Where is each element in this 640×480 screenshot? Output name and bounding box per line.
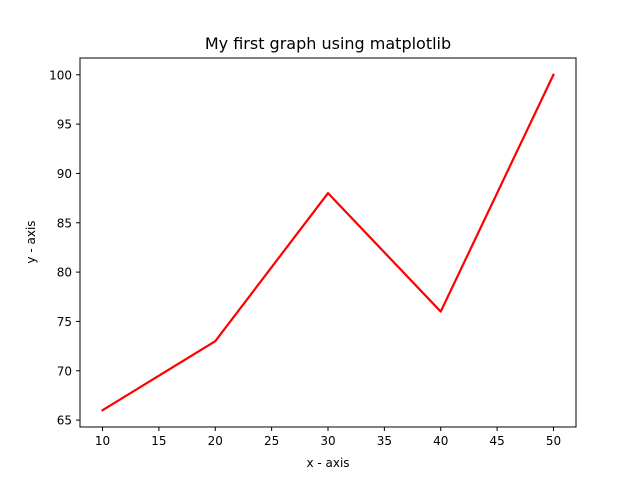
y-tick-label: 95 — [57, 118, 72, 132]
x-tick-label: 40 — [433, 434, 448, 448]
x-axis-label: x - axis — [306, 456, 349, 470]
x-tick-label: 15 — [151, 434, 166, 448]
y-axis-label: y - axis — [24, 220, 38, 263]
x-tick-label: 30 — [320, 434, 335, 448]
x-tick-label: 35 — [377, 434, 392, 448]
plot-area: 10 15 20 25 30 35 40 45 50 65 70 75 80 85 90 95 100 — [49, 57, 577, 448]
y-tick-label: 90 — [57, 167, 72, 181]
y-tick-label: 65 — [57, 414, 72, 428]
chart-title: My first graph using matplotlib — [205, 34, 451, 53]
x-tick-label: 10 — [95, 434, 110, 448]
y-tick-label: 75 — [57, 315, 72, 329]
x-tick-label: 45 — [489, 434, 504, 448]
x-tick-label: 20 — [208, 434, 223, 448]
x-tick-label: 25 — [264, 434, 279, 448]
y-tick-label: 85 — [57, 216, 72, 230]
x-tick-label: 50 — [546, 434, 561, 448]
y-tick-label: 100 — [49, 68, 72, 82]
y-tick-label: 70 — [57, 364, 72, 378]
series-line-0 — [101, 73, 555, 412]
y-tick-label: 80 — [57, 266, 72, 280]
